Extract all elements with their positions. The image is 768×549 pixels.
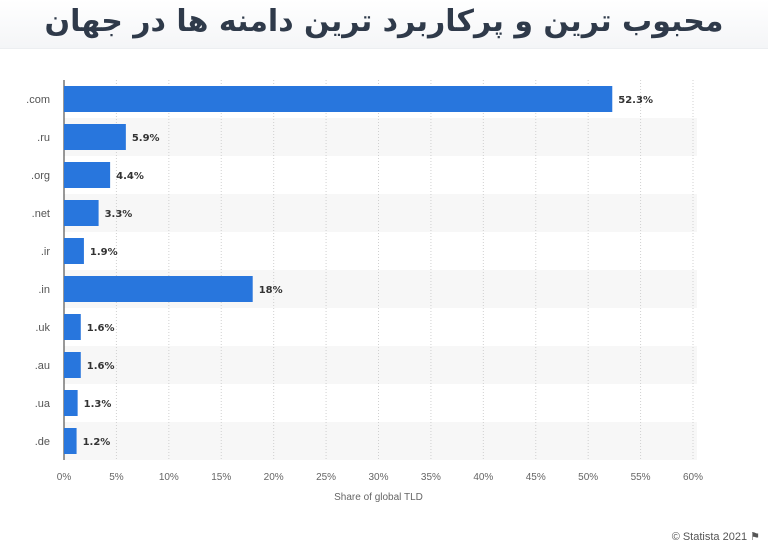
y-tick-label: .uk xyxy=(35,322,50,334)
bar xyxy=(64,428,77,454)
y-tick-label: .ru xyxy=(37,132,50,144)
bar xyxy=(64,390,78,416)
y-tick-label: .com xyxy=(26,94,50,106)
x-tick-label: 10% xyxy=(159,472,179,483)
row-stripe xyxy=(64,118,697,156)
y-tick-label: .au xyxy=(35,360,50,372)
data-label: 3.3% xyxy=(105,209,133,220)
data-label: 1.9% xyxy=(90,247,118,258)
data-label: 4.4% xyxy=(116,171,144,182)
flag-icon[interactable]: ⚑ xyxy=(750,531,760,543)
x-axis-title: Share of global TLD xyxy=(334,492,423,503)
bar xyxy=(64,124,126,150)
bar xyxy=(64,162,111,188)
data-label: 1.2% xyxy=(83,437,111,448)
header: محبوب ترین و پرکاربرد ترین دامنه ها در ج… xyxy=(0,0,768,49)
x-tick-label: 60% xyxy=(683,472,703,483)
row-stripe xyxy=(64,422,697,460)
x-tick-label: 25% xyxy=(316,472,336,483)
data-label: 5.9% xyxy=(132,133,160,144)
data-label: 1.6% xyxy=(87,323,115,334)
page-title: محبوب ترین و پرکاربرد ترین دامنه ها در ج… xyxy=(44,4,724,39)
x-tick-label: 30% xyxy=(368,472,388,483)
data-label: 52.3% xyxy=(618,95,653,106)
x-tick-label: 0% xyxy=(57,472,72,483)
y-tick-label: .net xyxy=(32,208,50,220)
data-label: 1.3% xyxy=(84,399,112,410)
y-tick-label: .de xyxy=(35,436,50,448)
bar xyxy=(64,86,613,112)
statista-credit[interactable]: © Statista 2021 ⚑ xyxy=(672,530,760,543)
x-tick-label: 50% xyxy=(578,472,598,483)
x-tick-label: 15% xyxy=(211,472,231,483)
x-tick-label: 55% xyxy=(631,472,651,483)
credit-text: © Statista 2021 xyxy=(671,531,748,543)
bar xyxy=(64,314,81,340)
x-tick-label: 45% xyxy=(526,472,546,483)
x-tick-label: 40% xyxy=(473,472,493,483)
y-tick-label: .org xyxy=(31,170,50,182)
x-tick-label: 35% xyxy=(421,472,441,483)
bar xyxy=(64,200,99,226)
data-label: 1.6% xyxy=(87,361,115,372)
y-tick-label: .ua xyxy=(35,398,51,410)
data-label: 18% xyxy=(259,285,283,296)
row-stripe xyxy=(64,346,697,384)
y-tick-label: .in xyxy=(38,284,50,296)
bar xyxy=(64,276,253,302)
bar xyxy=(64,238,84,264)
bar xyxy=(64,352,81,378)
row-stripe xyxy=(64,194,697,232)
y-tick-label: .ir xyxy=(41,246,51,258)
x-tick-label: 5% xyxy=(109,472,124,483)
x-tick-label: 20% xyxy=(264,472,284,483)
